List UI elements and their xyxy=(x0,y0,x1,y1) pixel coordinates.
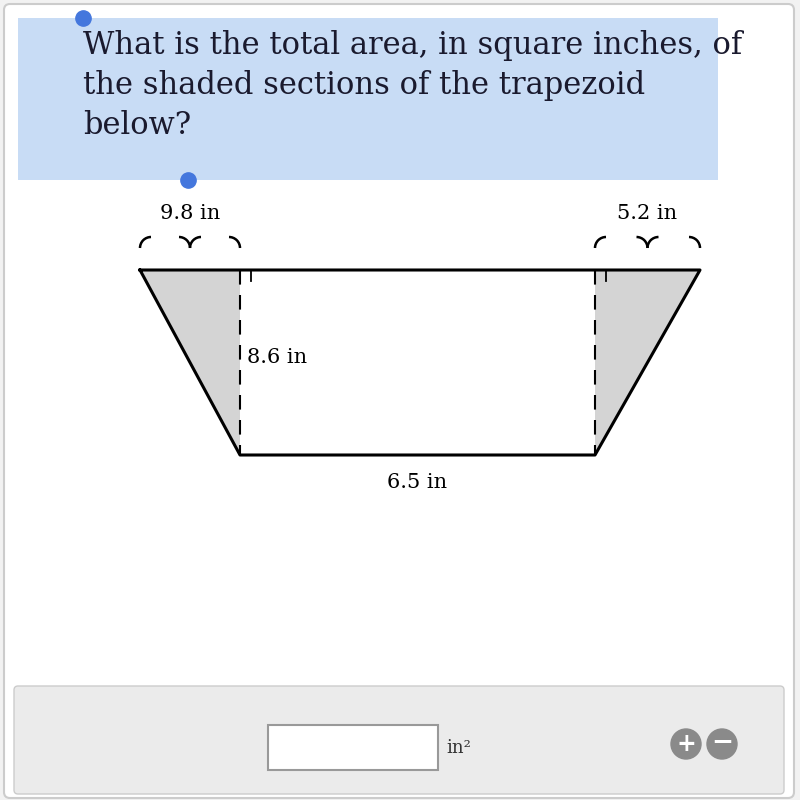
Text: What is the total area, in square inches, of: What is the total area, in square inches… xyxy=(83,30,742,61)
Text: 9.8 in: 9.8 in xyxy=(160,204,220,223)
FancyBboxPatch shape xyxy=(18,18,718,180)
Text: 6.5 in: 6.5 in xyxy=(387,473,447,492)
Polygon shape xyxy=(140,270,240,455)
Text: −: − xyxy=(711,730,733,756)
Text: 5.2 in: 5.2 in xyxy=(618,204,678,223)
Polygon shape xyxy=(595,270,700,455)
FancyBboxPatch shape xyxy=(268,725,438,770)
Text: in²: in² xyxy=(446,739,471,757)
Circle shape xyxy=(671,729,701,759)
Text: 8.6 in: 8.6 in xyxy=(247,348,307,367)
FancyBboxPatch shape xyxy=(4,4,794,798)
Circle shape xyxy=(707,729,737,759)
Text: below?: below? xyxy=(83,110,191,141)
FancyBboxPatch shape xyxy=(14,686,784,794)
Text: the shaded sections of the trapezoid: the shaded sections of the trapezoid xyxy=(83,70,645,101)
Text: +: + xyxy=(676,732,696,756)
